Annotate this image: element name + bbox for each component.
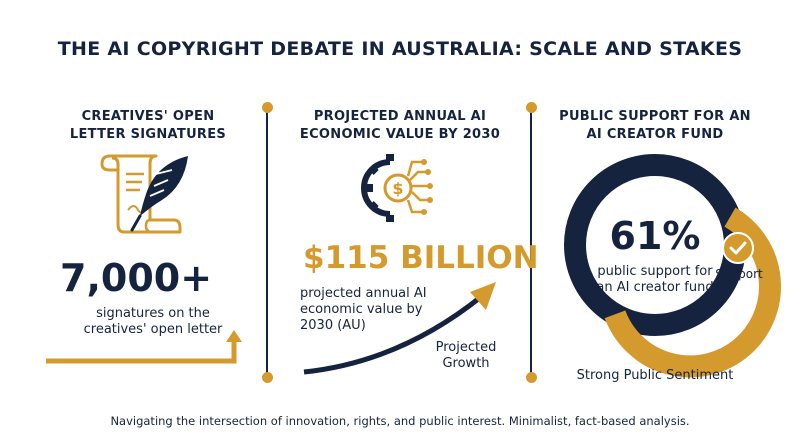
svg-text:$: $ — [392, 179, 403, 198]
badge-label: Support — [715, 267, 763, 281]
economic-value-heading: PROJECTED ANNUAL AI ECONOMIC VALUE BY 20… — [290, 108, 510, 144]
growth-label-line-2: Growth — [442, 356, 490, 371]
signatures-heading-line-1: CREATIVES' OPEN — [81, 109, 215, 124]
growth-label: Projected Growth — [426, 340, 506, 372]
divider-left-bottom-dot — [261, 372, 273, 383]
signatures-heading-line-2: LETTER SIGNATURES — [69, 127, 227, 142]
signatures-value: 7,000+ — [60, 256, 213, 300]
signatures-caption-line-1: signatures on the — [96, 306, 210, 321]
creator-fund-caption: public support for an AI creator fund — [590, 264, 720, 296]
economic-value-heading-line-1: PROJECTED ANNUAL AI — [313, 109, 487, 124]
divider-right-bottom-dot — [525, 372, 537, 383]
creator-fund-heading-line-2: AI CREATOR FUND — [586, 127, 724, 142]
donut-support-arc — [604, 207, 781, 378]
divider-left-top-dot — [261, 102, 273, 113]
creator-fund-caption-line-1: public support for — [597, 264, 713, 279]
economic-value-heading-line-2: ECONOMIC VALUE BY 2030 — [299, 127, 501, 142]
creator-fund-heading-line-1: PUBLIC SUPPORT FOR AN — [559, 109, 751, 124]
growth-label-line-1: Projected — [435, 340, 497, 355]
dollar-gear-circuit-icon: $ — [361, 154, 433, 222]
economic-value-caption-line-3: 2030 (AU) — [300, 318, 366, 333]
growth-baseline-arrow — [46, 330, 242, 364]
divider-right — [530, 108, 532, 376]
economic-value: $115 BILLION — [303, 240, 539, 276]
divider-left — [266, 108, 268, 376]
sentiment-label: Strong Public Sentiment — [576, 368, 734, 383]
signatures-heading: CREATIVES' OPEN LETTER SIGNATURES — [48, 108, 248, 144]
economic-value-caption-line-2: economic value by — [300, 302, 423, 317]
divider-right-top-dot — [525, 102, 537, 113]
page-title: THE AI COPYRIGHT DEBATE IN AUSTRALIA: SC… — [57, 38, 743, 60]
signatures-caption: signatures on the creatives' open letter — [58, 306, 248, 338]
creator-fund-value: 61% — [609, 214, 701, 258]
creator-fund-caption-line-2: an AI creator fund — [596, 280, 714, 295]
economic-value-caption-line-1: projected annual AI — [300, 286, 427, 301]
scroll-quill-icon — [100, 154, 188, 234]
footer-note: Navigating the intersection of innovatio… — [110, 414, 690, 428]
growth-arrow — [303, 282, 496, 375]
signatures-caption-line-2: creatives' open letter — [83, 322, 223, 337]
creator-fund-heading: PUBLIC SUPPORT FOR AN AI CREATOR FUND — [545, 108, 765, 144]
economic-value-caption: projected annual AI economic value by 20… — [300, 286, 430, 334]
check-badge-icon — [722, 232, 754, 264]
